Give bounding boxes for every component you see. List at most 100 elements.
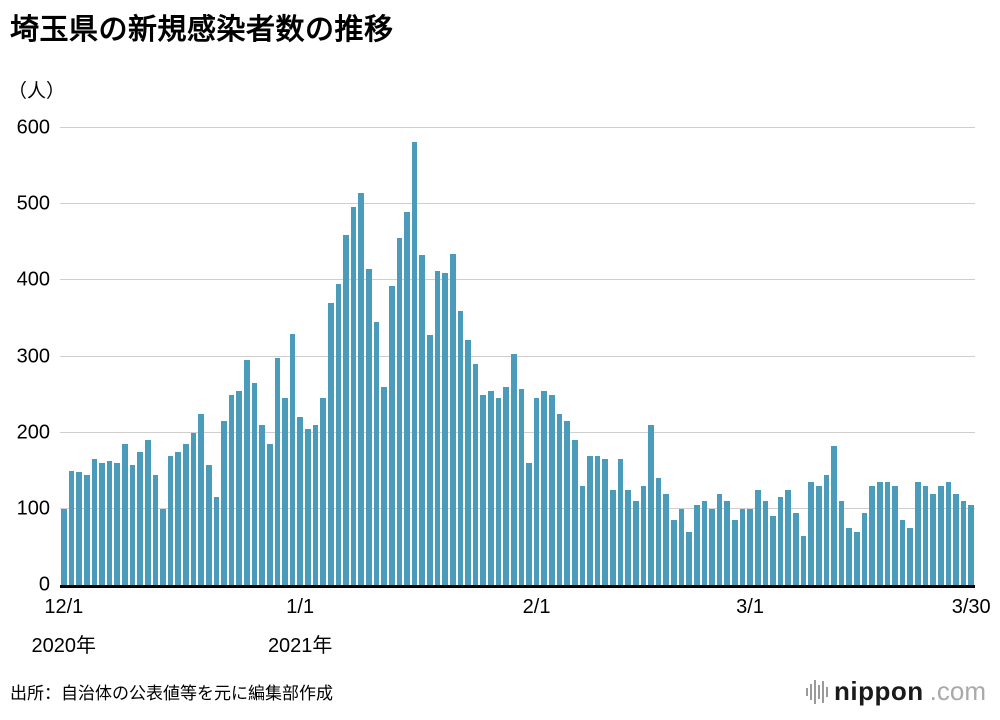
bar <box>137 451 143 585</box>
bar <box>160 508 166 585</box>
gridline <box>60 127 975 128</box>
bar <box>945 482 952 585</box>
logo-text: nippon <box>834 676 924 706</box>
bar <box>198 413 204 585</box>
bar <box>777 497 784 585</box>
bar <box>922 485 929 585</box>
bar <box>503 386 509 585</box>
bar <box>335 284 342 585</box>
bar <box>815 485 822 585</box>
bar <box>899 520 906 585</box>
bar <box>373 322 380 585</box>
bar <box>350 207 357 585</box>
y-tick-label: 600 <box>16 116 50 139</box>
bar <box>869 485 875 585</box>
bar <box>732 520 738 585</box>
bar <box>838 501 845 585</box>
bar <box>663 493 669 585</box>
bar <box>472 364 479 585</box>
bar <box>823 474 830 585</box>
bar <box>91 459 98 585</box>
bar <box>556 413 563 585</box>
nippon-logo: nippon .com <box>806 676 986 707</box>
bar <box>190 432 197 585</box>
bar <box>754 489 761 585</box>
bar <box>533 398 540 585</box>
bar <box>564 421 570 585</box>
bar <box>358 192 364 585</box>
bar <box>434 271 441 585</box>
bar <box>716 493 723 585</box>
logo-tld-text: .com <box>929 676 986 706</box>
bar <box>541 390 547 585</box>
bar <box>244 360 250 585</box>
bar <box>632 501 639 585</box>
bar <box>747 508 753 585</box>
gridline <box>60 203 975 205</box>
bar <box>701 501 708 585</box>
bar <box>587 455 593 585</box>
gridline <box>60 431 975 433</box>
bar <box>167 455 174 585</box>
y-tick-label: 500 <box>16 192 50 215</box>
bar <box>808 482 814 585</box>
x-tick-label: 3/1 <box>736 596 764 618</box>
bar <box>404 211 410 585</box>
bars-container <box>60 128 975 585</box>
gridline <box>60 355 975 357</box>
bar <box>396 238 403 585</box>
bar <box>800 535 807 585</box>
bar <box>571 440 578 585</box>
bar <box>228 394 235 585</box>
bar <box>518 388 525 585</box>
bar <box>366 268 372 585</box>
bar <box>289 333 296 585</box>
bar <box>488 390 494 585</box>
bar <box>770 516 776 585</box>
bar <box>76 472 82 585</box>
bar <box>411 141 418 585</box>
bar <box>129 464 136 585</box>
bar <box>686 531 692 585</box>
bar <box>175 451 181 585</box>
bar <box>343 234 349 585</box>
bar <box>526 463 532 585</box>
bar <box>480 394 486 585</box>
bar <box>213 497 220 585</box>
bar <box>831 445 837 585</box>
source-text: 出所：自治体の公表値等を元に編集部作成 <box>10 684 333 703</box>
soundwave-bars-icon <box>806 679 829 705</box>
bar <box>594 455 601 585</box>
bar <box>709 508 715 585</box>
bar <box>693 505 700 585</box>
bar <box>884 482 891 585</box>
bar <box>648 425 654 585</box>
bar <box>251 383 258 585</box>
bar <box>266 444 273 585</box>
bar <box>114 463 120 585</box>
bar <box>282 398 288 585</box>
bar <box>876 482 883 585</box>
bar <box>549 394 555 585</box>
bar <box>419 255 425 585</box>
bar <box>388 286 395 585</box>
gridline <box>60 507 975 509</box>
bar <box>274 358 281 585</box>
bar <box>259 425 265 585</box>
bar <box>205 464 212 585</box>
x-tick-label: 1/1 <box>286 596 315 618</box>
bar <box>305 428 311 585</box>
bar <box>785 489 791 585</box>
bar <box>739 508 746 585</box>
bar <box>854 531 860 585</box>
y-tick-label: 100 <box>16 497 50 520</box>
bar <box>381 386 387 585</box>
bar <box>930 493 936 585</box>
bar <box>861 512 868 585</box>
bar <box>793 512 799 585</box>
bar <box>83 474 90 585</box>
x-tick-label: 12/1 <box>44 596 84 618</box>
bar <box>320 398 326 585</box>
bar <box>892 485 898 585</box>
bar <box>449 253 456 585</box>
